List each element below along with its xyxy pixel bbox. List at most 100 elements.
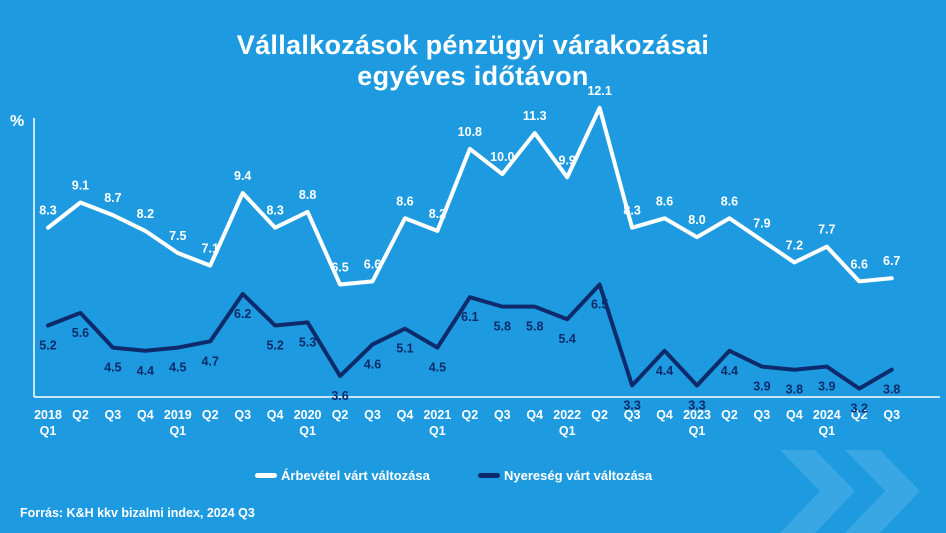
x-tick-label: Q4: [656, 408, 673, 422]
data-label-revenue: 8.8: [299, 188, 316, 202]
data-label-profit: 4.7: [202, 354, 219, 368]
x-tick-label: Q3: [105, 408, 122, 422]
legend-item-profit: Nyereség várt változása: [478, 468, 652, 483]
data-label-profit: 4.6: [364, 357, 381, 371]
x-tick-label: Q2: [72, 408, 89, 422]
x-tick-label: Q2: [462, 408, 479, 422]
data-label-revenue: 7.1: [202, 242, 219, 256]
data-label-profit: 4.5: [169, 361, 186, 375]
data-label-profit: 4.4: [656, 364, 673, 378]
data-label-revenue: 8.3: [266, 204, 283, 218]
legend-swatch-revenue: [255, 473, 277, 478]
x-tick-label: 2020: [294, 408, 322, 422]
data-label-revenue: 8.2: [429, 207, 446, 221]
data-label-profit: 3.8: [883, 383, 900, 397]
data-label-profit: 5.3: [299, 335, 316, 349]
data-label-revenue: 9.4: [234, 169, 251, 183]
x-tick-label: 2019: [164, 408, 192, 422]
data-label-revenue: 7.7: [818, 223, 835, 237]
data-label-profit: 5.8: [494, 320, 511, 334]
x-tick-label: Q4: [786, 408, 803, 422]
x-tick-label: Q2: [721, 408, 738, 422]
data-label-revenue: 8.2: [137, 207, 154, 221]
data-label-profit: 4.5: [429, 361, 446, 375]
data-label-revenue: 11.3: [523, 109, 547, 123]
data-label-profit: 4.4: [721, 364, 738, 378]
x-tick-label: 2024: [813, 408, 841, 422]
data-label-revenue: 7.2: [786, 238, 803, 252]
data-label-profit: 4.5: [104, 361, 121, 375]
data-label-profit: 5.2: [39, 339, 56, 353]
data-label-profit: 5.1: [396, 342, 413, 356]
data-label-revenue: 9.1: [72, 178, 89, 192]
data-label-revenue: 6.7: [883, 254, 900, 268]
data-label-revenue: 6.6: [364, 257, 381, 271]
data-label-revenue: 7.5: [169, 229, 186, 243]
x-tick-label: Q4: [397, 408, 414, 422]
data-label-profit: 4.4: [137, 364, 154, 378]
data-label-profit: 3.9: [753, 380, 770, 394]
x-tick-label: Q4: [267, 408, 284, 422]
x-tick-label: Q1: [818, 424, 835, 438]
data-label-profit: 3.2: [851, 402, 868, 416]
data-label-revenue: 9.9: [559, 153, 576, 167]
data-label-revenue: 10.0: [490, 150, 514, 164]
data-label-revenue: 8.6: [396, 194, 413, 208]
data-label-profit: 6.5: [591, 298, 608, 312]
source-note: Forrás: K&H kkv bizalmi index, 2024 Q3: [20, 506, 255, 520]
x-tick-label: Q1: [429, 424, 446, 438]
x-tick-label: Q2: [591, 408, 608, 422]
x-tick-label: Q1: [559, 424, 576, 438]
data-label-profit: 6.2: [234, 307, 251, 321]
series-line-revenue: [46, 105, 894, 287]
x-tick-label: Q1: [169, 424, 186, 438]
x-tick-label: Q1: [40, 424, 57, 438]
data-label-profit: 3.8: [786, 383, 803, 397]
y-axis-label: %: [10, 113, 25, 130]
x-tick-label: 2018: [34, 408, 62, 422]
legend-item-revenue: Árbevétel várt változása: [255, 468, 430, 483]
x-tick-label: Q3: [883, 408, 900, 422]
x-tick-label: Q3: [494, 408, 511, 422]
data-label-revenue: 8.6: [656, 194, 673, 208]
data-label-revenue: 8.3: [623, 204, 640, 218]
data-label-revenue: 10.8: [458, 125, 482, 139]
legend-label-revenue: Árbevétel várt változása: [281, 468, 430, 483]
data-label-profit: 3.6: [331, 389, 348, 403]
x-tick-label: Q3: [234, 408, 251, 422]
data-label-profit: 3.9: [818, 380, 835, 394]
series-line-profit: [46, 282, 894, 391]
data-label-profit: 6.1: [461, 310, 478, 324]
x-tick-label: Q2: [851, 408, 868, 422]
x-tick-label: Q3: [624, 408, 641, 422]
data-label-revenue: 7.9: [753, 216, 770, 230]
x-tick-label: Q4: [526, 408, 543, 422]
data-label-profit: 5.8: [526, 320, 543, 334]
decorative-chevrons-icon: [780, 450, 920, 533]
x-tick-label: Q2: [202, 408, 219, 422]
chart-title: Vállalkozások pénzügyi várakozásai egyév…: [0, 30, 946, 92]
x-tick-label: Q2: [332, 408, 349, 422]
x-tick-label: 2023: [683, 408, 711, 422]
data-label-revenue: 6.5: [331, 261, 348, 275]
data-label-profit: 5.4: [559, 332, 576, 346]
x-tick-label: 2022: [553, 408, 581, 422]
x-tick-label: Q1: [689, 424, 706, 438]
data-label-revenue: 8.3: [39, 204, 56, 218]
legend-label-profit: Nyereség várt változása: [504, 468, 653, 483]
data-label-revenue: 8.6: [721, 194, 738, 208]
data-label-revenue: 8.7: [104, 191, 121, 205]
data-label-profit: 3.3: [623, 398, 640, 412]
x-tick-label: Q4: [137, 408, 154, 422]
chart-title-line2: egyéves időtávon: [357, 61, 589, 91]
x-tick-label: Q1: [299, 424, 316, 438]
x-tick-label: Q3: [364, 408, 381, 422]
legend-swatch-profit: [478, 473, 500, 478]
data-label-revenue: 12.1: [587, 84, 611, 98]
x-tick-label: Q3: [754, 408, 771, 422]
chart-title-line1: Vállalkozások pénzügyi várakozásai: [236, 30, 710, 60]
data-label-revenue: 6.6: [851, 257, 868, 271]
data-label-profit: 3.3: [688, 398, 705, 412]
x-tick-label: 2021: [423, 408, 451, 422]
